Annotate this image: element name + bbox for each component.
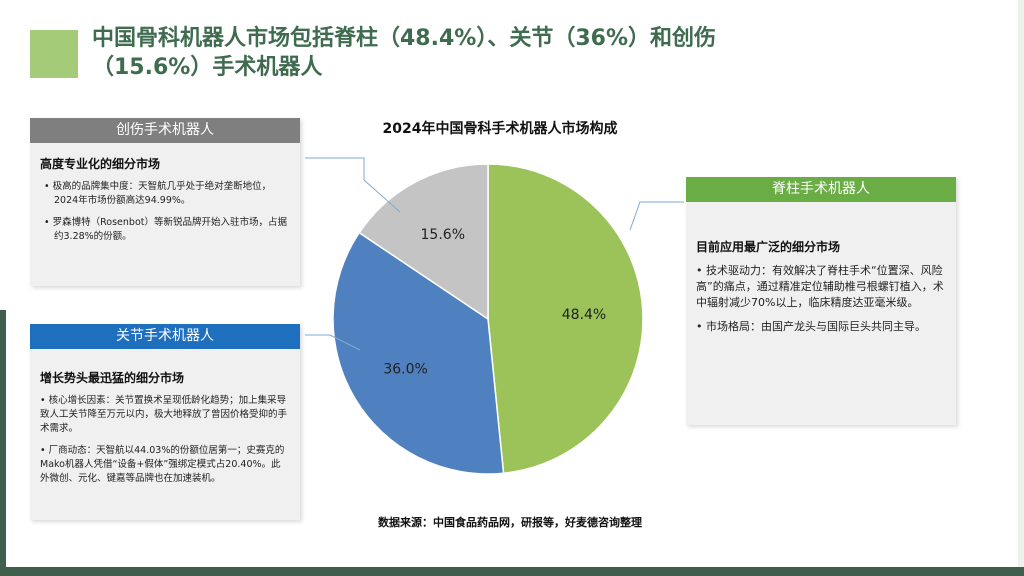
pie-slice-0	[487, 163, 644, 475]
card-subtitle: 增长势头最迅猛的细分市场	[40, 371, 185, 385]
card-bullet: • 厂商动态：天智航以44.03%的份额位居第一；史赛克的Mako机器人凭借“设…	[40, 445, 285, 484]
connector-spine	[629, 201, 684, 231]
pie-slice-1	[332, 231, 505, 475]
card-bullet: • 罗森博特（Rosenbot）等新锐品牌开始入驻市场，占据约3.28%的份额。	[44, 217, 287, 242]
card-joint: 关节手术机器人 增长势头最迅猛的细分市场 • 核心增长因素：关节置换术呈现低龄化…	[30, 324, 300, 520]
card-header: 脊柱手术机器人	[686, 177, 956, 202]
title-accent-square	[30, 30, 78, 78]
pie-data-label: 48.4%	[562, 307, 606, 323]
card-header: 关节手术机器人	[30, 324, 300, 349]
card-header: 创伤手术机器人	[30, 118, 300, 143]
card-bullet: • 极高的品牌集中度：天智航几乎处于绝对垄断地位，2024年市场份额高达94.9…	[44, 181, 272, 206]
edge-decoration-left	[0, 310, 6, 576]
pie-slice-2	[358, 163, 489, 321]
data-source: 数据来源：中国食品药品网，研报等，好麦德咨询整理	[378, 516, 642, 529]
card-bullet: • 技术驱动力：有效解决了脊柱手术“位置深、风险高”的痛点，通过精准定位辅助椎弓…	[696, 264, 944, 309]
chart-title: 2024年中国骨科手术机器人市场构成	[382, 121, 618, 137]
pie-data-label: 15.6%	[421, 227, 465, 243]
card-bullet: • 核心增长因素：关节置换术呈现低龄化趋势；加上集采导致人工关节降至万元以内，极…	[40, 395, 288, 434]
card-trauma: 创伤手术机器人 高度专业化的细分市场 • 极高的品牌集中度：天智航几乎处于绝对垄…	[30, 118, 300, 286]
edge-decoration-bottom	[0, 567, 1024, 576]
edge-decoration-right	[1018, 0, 1024, 576]
connector-joint	[305, 334, 361, 351]
connector-trauma	[305, 157, 401, 213]
card-bullet: • 市场格局：由国产龙头与国际巨头共同主导。	[696, 320, 926, 333]
pie-data-label: 36.0%	[383, 361, 427, 377]
slide-title: 中国骨科机器人市场包括脊柱（48.4%）、关节（36%）和创伤（15.6%）手术…	[92, 26, 716, 80]
card-subtitle: 高度专业化的细分市场	[40, 157, 161, 171]
card-subtitle: 目前应用最广泛的细分市场	[696, 240, 841, 254]
card-spine: 脊柱手术机器人 目前应用最广泛的细分市场 • 技术驱动力：有效解决了脊柱手术“位…	[686, 177, 956, 425]
